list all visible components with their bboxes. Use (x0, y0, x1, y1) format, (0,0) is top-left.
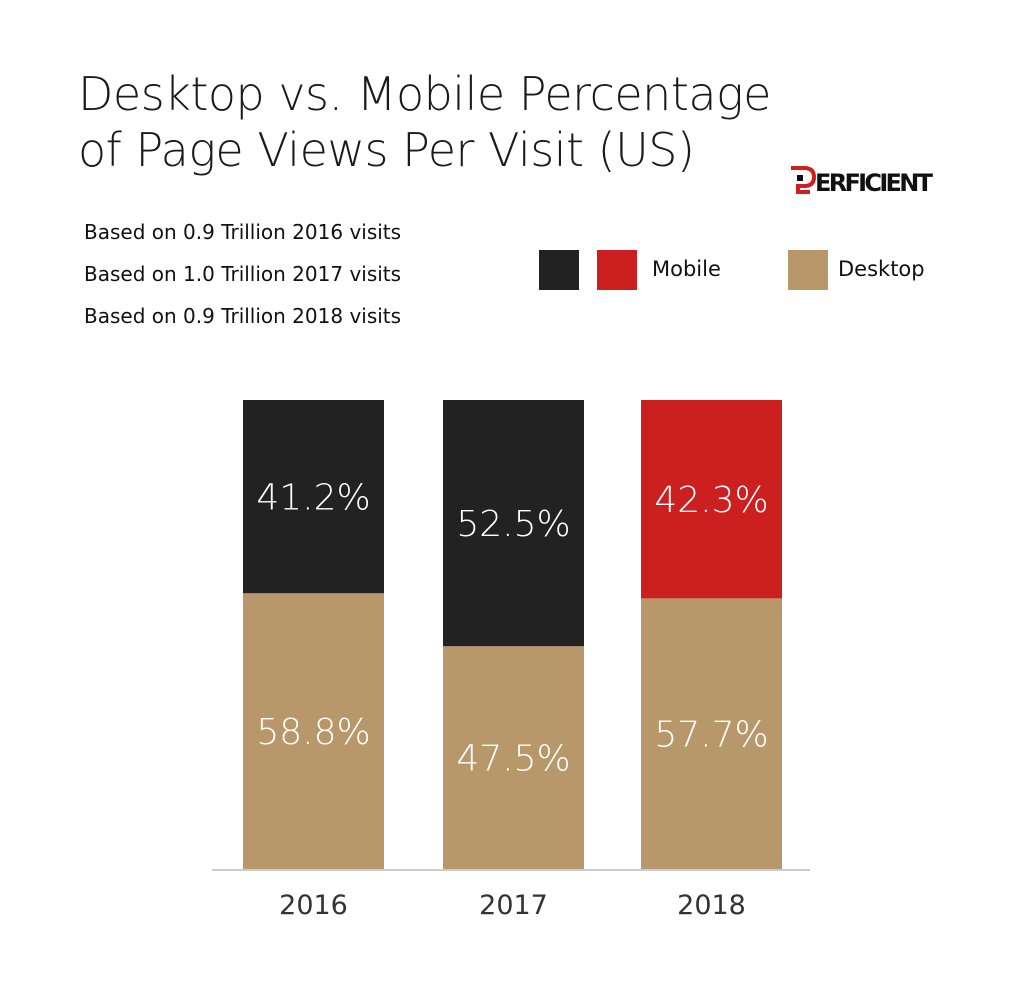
bar-mobile-2018 (641, 400, 782, 599)
note-2018: Based on 0.9 Trillion 2018 visits (84, 304, 402, 328)
bar-desktop-2017 (443, 646, 584, 869)
bar-desktop-2016 (243, 593, 384, 869)
title-line-2: of Page Views Per Visit (US) (78, 123, 695, 177)
chart-title: Desktop vs. Mobile Percentage of Page Vi… (78, 66, 771, 178)
label-mobile-2016: 41.2% (256, 478, 370, 519)
bar-desktop-2018 (641, 598, 782, 869)
bar-mobile-2017 (443, 400, 584, 647)
label-mobile-2017: 52.5% (456, 504, 570, 545)
label-desktop-2017: 47.5% (456, 739, 570, 780)
svg-text:ERFICIENT: ERFICIENT (815, 169, 934, 196)
legend-swatch-mobile-red (597, 250, 637, 290)
x-tick-2017: 2017 (479, 890, 548, 921)
perficient-logo: ERFICIENT (788, 166, 938, 201)
x-tick-2016: 2016 (279, 890, 348, 921)
x-tick-2018: 2018 (677, 890, 746, 921)
legend-label-mobile: Mobile (652, 257, 721, 281)
note-2017: Based on 1.0 Trillion 2017 visits (84, 262, 402, 286)
bar-mobile-2016 (243, 400, 384, 594)
legend-swatch-mobile-dark (539, 250, 579, 290)
title-line-1: Desktop vs. Mobile Percentage (78, 67, 771, 121)
note-2016: Based on 0.9 Trillion 2016 visits (84, 220, 402, 244)
legend-swatch-desktop (788, 250, 828, 290)
label-desktop-2016: 58.8% (256, 712, 370, 753)
label-desktop-2018: 57.7% (654, 715, 768, 756)
label-mobile-2018: 42.3% (654, 480, 768, 521)
legend-label-desktop: Desktop (838, 257, 925, 281)
